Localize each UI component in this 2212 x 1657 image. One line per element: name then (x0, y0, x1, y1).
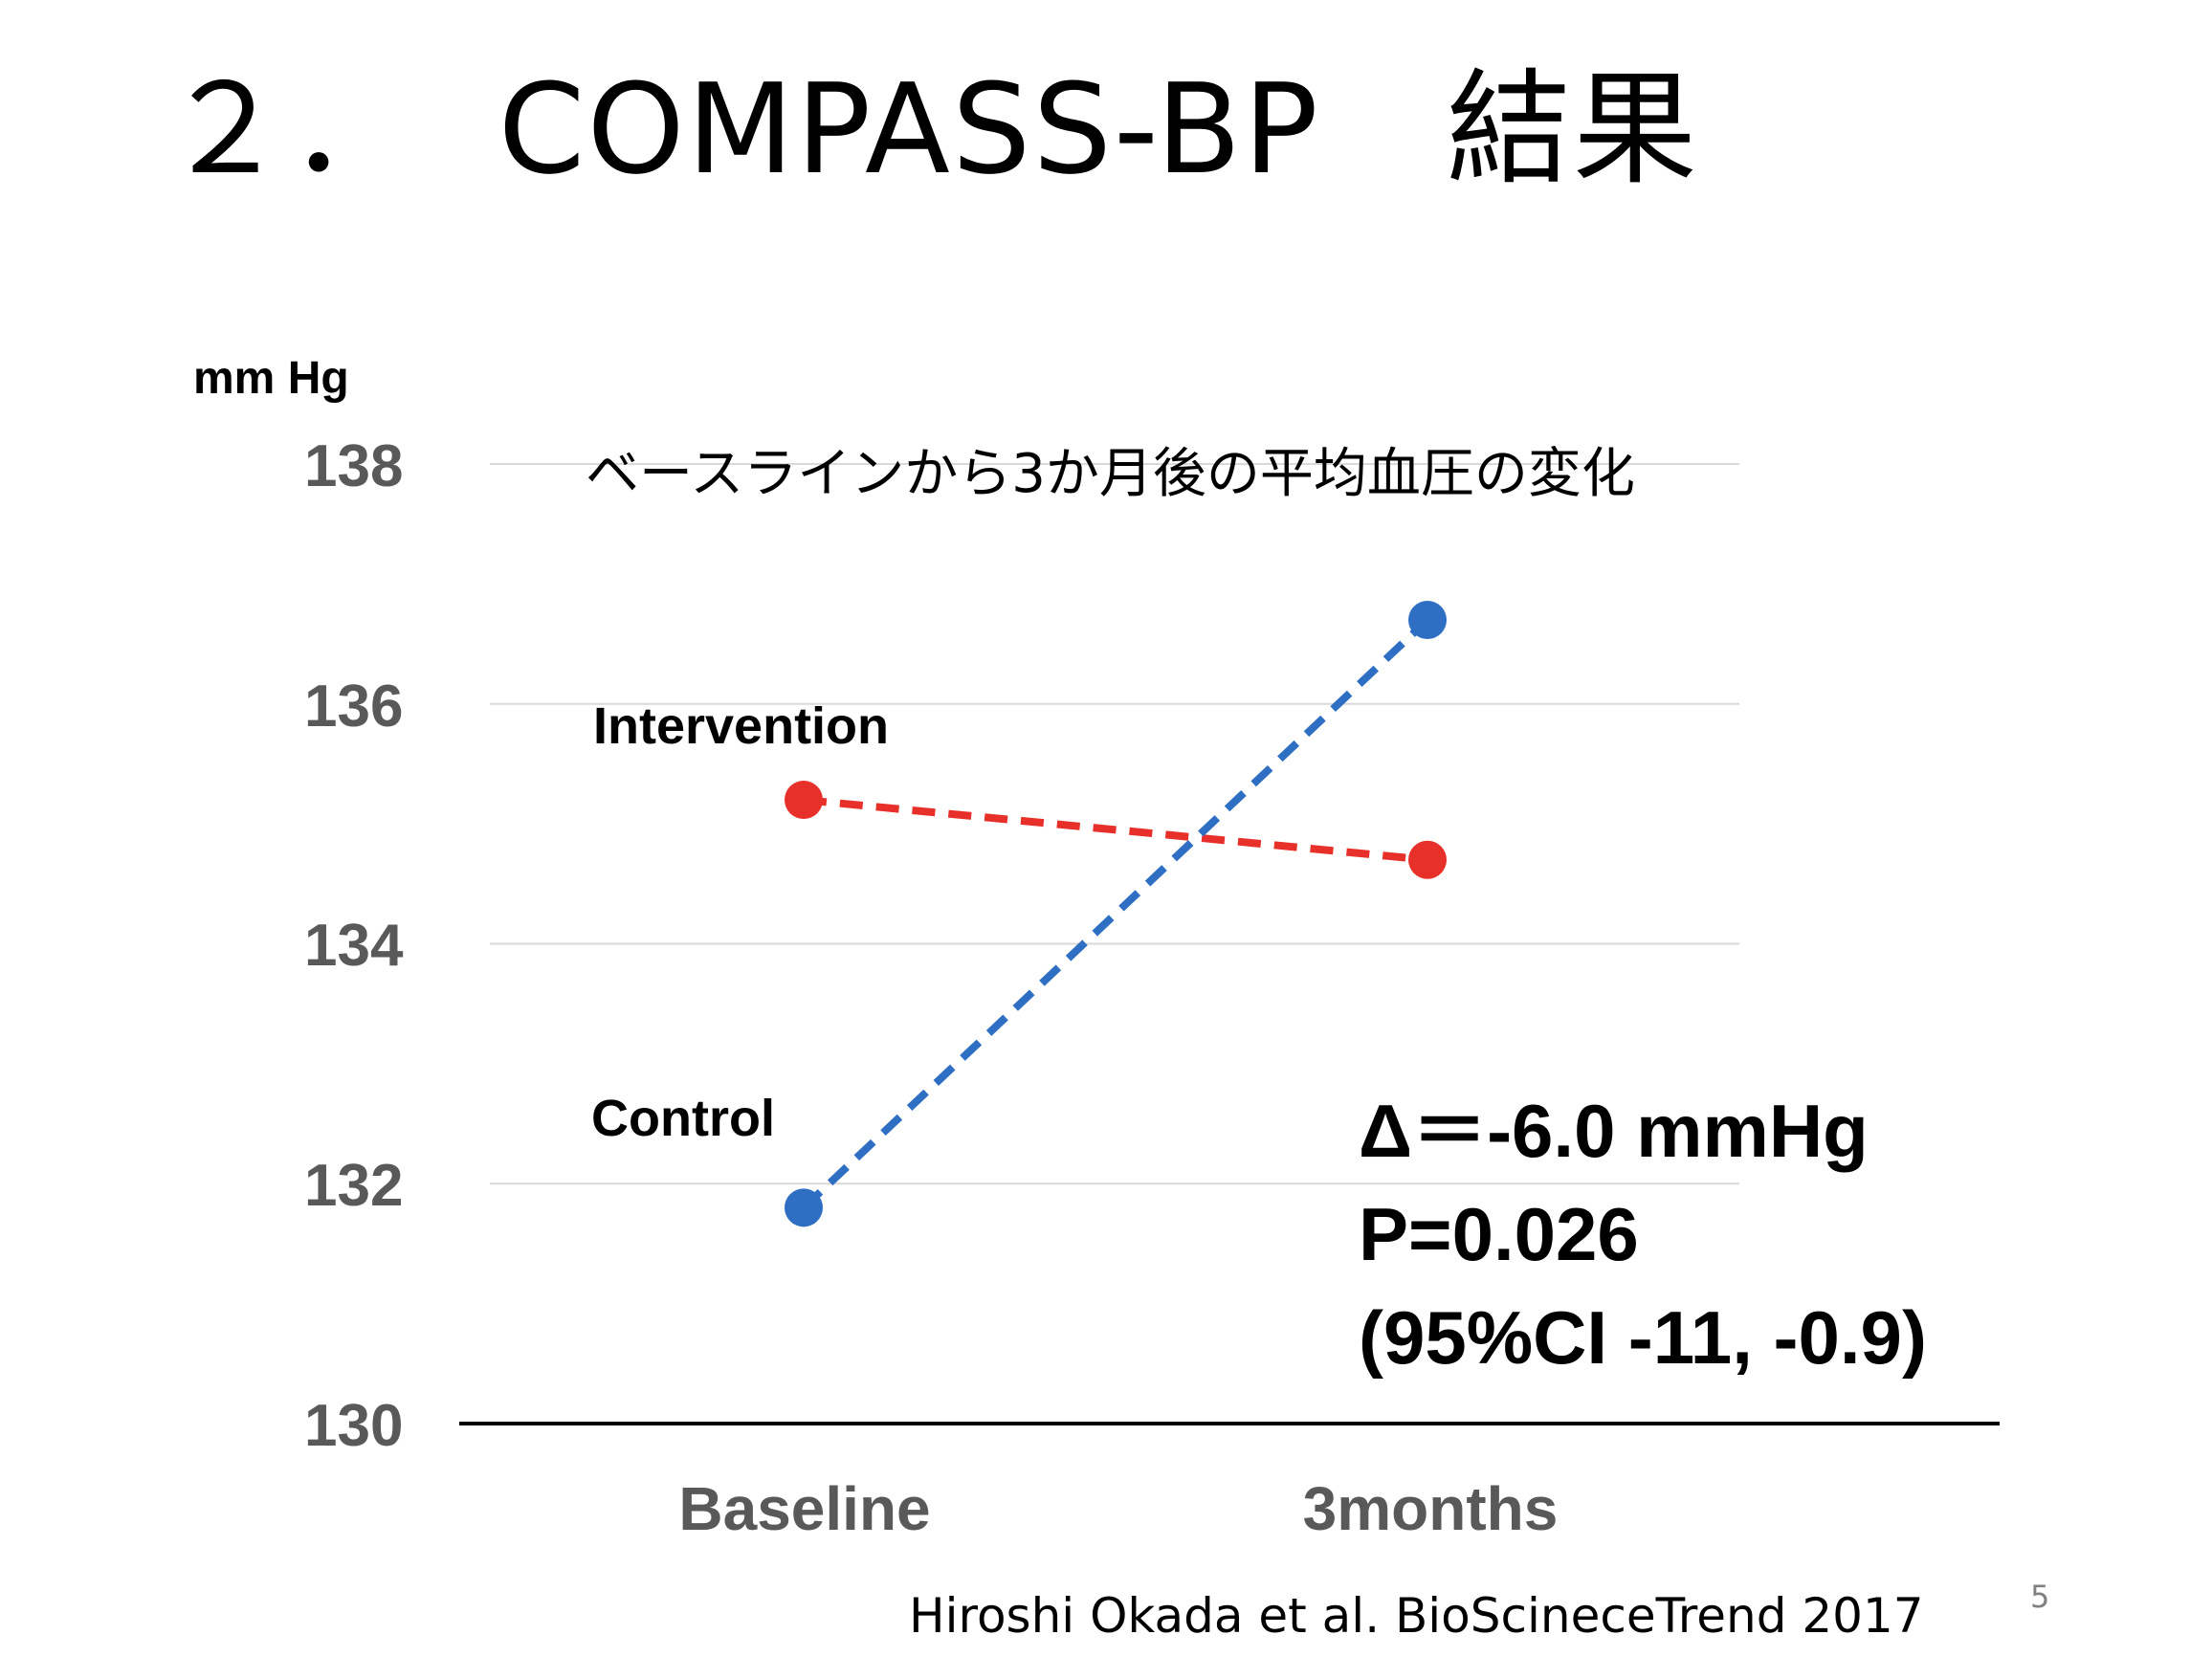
data-point-intervention-1 (1408, 840, 1447, 879)
series-label-intervention: Intervention (593, 697, 890, 755)
series-layer (785, 600, 1447, 1227)
y-axis-unit: mm Hg (193, 353, 349, 404)
y-tick-label: 134 (304, 913, 404, 979)
series-line-control (801, 617, 1430, 1211)
stats-annotation: Δ＝-6.0 mmHg P=0.026 (95%CI -11, -0.9) (1359, 1079, 1927, 1389)
y-tick-label: 136 (304, 674, 404, 740)
series-label-control: Control (591, 1090, 775, 1147)
x-tick-label-3months: 3months (1302, 1474, 1559, 1543)
p-value-text: P=0.026 (1359, 1192, 1639, 1276)
y-tick-label: 130 (304, 1393, 404, 1459)
citation: Hiroshi Okada et al. BioScineceTrend 201… (909, 1588, 1924, 1644)
delta-text: Δ＝-6.0 mmHg (1359, 1089, 1869, 1173)
data-point-control-1 (1408, 600, 1447, 639)
ci-text: (95%CI -11, -0.9) (1359, 1295, 1927, 1380)
gridlines (490, 463, 1739, 1185)
chart-title: ベースラインから3か月後の平均血圧の変化 (586, 443, 1635, 505)
y-tick-label: 132 (304, 1153, 404, 1219)
data-point-control-0 (785, 1188, 823, 1227)
x-tick-label-baseline: Baseline (678, 1474, 931, 1543)
page-number: 5 (2030, 1579, 2050, 1615)
series-line-intervention (803, 796, 1428, 864)
slide-title: ２． COMPASS-BP 結果 (163, 56, 1699, 202)
data-point-intervention-0 (785, 781, 823, 820)
y-tick-label: 138 (304, 433, 404, 499)
